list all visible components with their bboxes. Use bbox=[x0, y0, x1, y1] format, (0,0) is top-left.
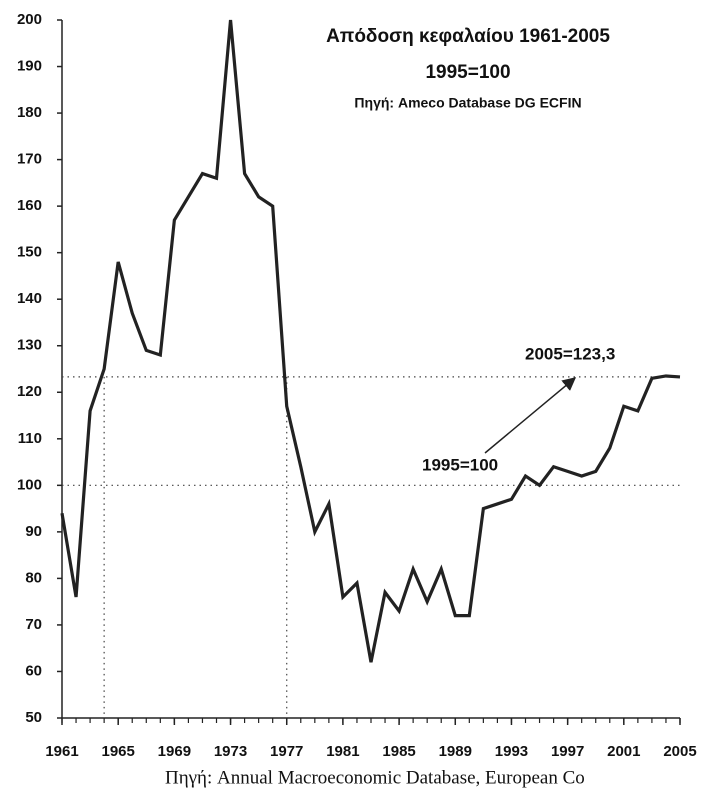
y-tick-label: 120 bbox=[17, 383, 42, 400]
x-tick-label: 1965 bbox=[101, 743, 134, 760]
x-tick-label: 1981 bbox=[326, 743, 359, 760]
y-tick-label: 190 bbox=[17, 58, 42, 75]
data-line bbox=[60, 19, 681, 663]
x-tick-label: 2001 bbox=[607, 743, 640, 760]
y-tick-label: 160 bbox=[17, 197, 42, 214]
annotation: 2005=123,3 bbox=[525, 344, 615, 363]
y-tick-label: 100 bbox=[17, 476, 42, 493]
chart-source: Πηγή: Ameco Database DG ECFIN bbox=[354, 95, 581, 111]
chart-subtitle: 1995=100 bbox=[425, 62, 510, 83]
y-tick-label: 170 bbox=[17, 151, 42, 168]
x-tick-label: 2005 bbox=[663, 743, 696, 760]
y-tick-label: 70 bbox=[25, 616, 42, 633]
x-tick-label: 1977 bbox=[270, 743, 303, 760]
x-tick-label: 1997 bbox=[551, 743, 584, 760]
annotation: 1995=100 bbox=[422, 455, 498, 474]
y-tick-label: 90 bbox=[25, 523, 42, 540]
y-tick-label: 80 bbox=[25, 569, 42, 586]
y-tick-label: 180 bbox=[17, 104, 42, 121]
y-tick-label: 110 bbox=[18, 430, 42, 447]
chart-title: Απόδοση κεφαλαίου 1961-2005 bbox=[326, 26, 610, 47]
y-tick-label: 140 bbox=[17, 290, 42, 307]
footer: Πηγή: Annual Macroeconomic Database, Eur… bbox=[165, 767, 585, 788]
x-tick-label: 1969 bbox=[158, 743, 191, 760]
y-tick-label: 130 bbox=[17, 337, 42, 354]
x-tick-label: 1993 bbox=[495, 743, 528, 760]
x-tick-label: 1985 bbox=[382, 743, 415, 760]
x-tick-label: 1989 bbox=[439, 743, 472, 760]
y-tick-label: 60 bbox=[25, 662, 42, 679]
x-tick-label: 1973 bbox=[214, 743, 247, 760]
arrow bbox=[484, 377, 577, 454]
y-tick-label: 200 bbox=[17, 11, 42, 28]
y-tick-label: 150 bbox=[17, 244, 42, 261]
x-tick-label: 1961 bbox=[45, 743, 78, 760]
y-tick-label: 50 bbox=[25, 709, 42, 726]
